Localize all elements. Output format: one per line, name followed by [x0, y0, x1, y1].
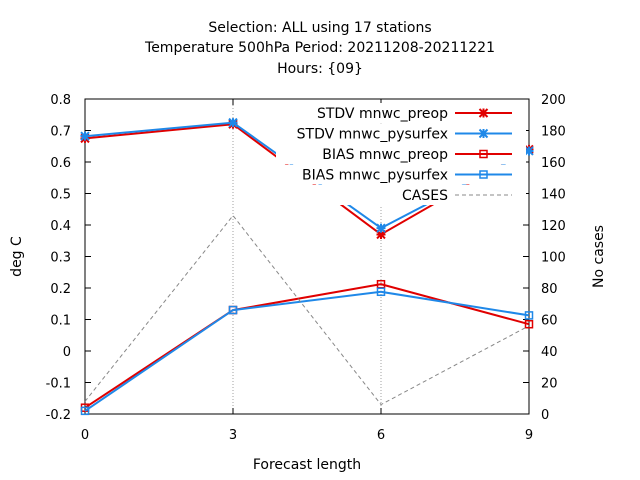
legend-label-4: CASES	[402, 188, 448, 204]
series-line-3	[84, 290, 530, 412]
y2-tick-label-8: 160	[541, 156, 566, 171]
series-1-point-3	[524, 146, 534, 156]
y2-axis-title: No cases	[591, 225, 607, 288]
series-0-point-2	[376, 229, 386, 240]
series-1-point-1	[228, 117, 238, 128]
series-3-point-1	[228, 305, 238, 315]
y2-tick-label-4: 80	[541, 282, 558, 297]
y-tick-label-3: 0.1	[50, 314, 71, 329]
y-tick-label-9: 0.7	[50, 125, 71, 140]
legend-bg-1	[276, 123, 526, 144]
x-tick-label-0: 0	[81, 428, 89, 443]
y-tick-label-6: 0.4	[50, 219, 71, 234]
series-3-point-3	[524, 311, 534, 320]
legend-marker-0	[478, 108, 489, 118]
y2-tick-label-3: 60	[541, 314, 558, 329]
y2-tick-label-2: 40	[541, 345, 558, 360]
legend-label-3: BIAS mnwc_pysurfex	[302, 168, 448, 184]
y2-tick-label-5: 100	[541, 251, 566, 266]
y2-tick-label-1: 20	[541, 377, 558, 392]
y2-tick-label-10: 200	[541, 93, 566, 108]
y-axis-title: deg C	[9, 236, 25, 277]
y2-tick-label-0: 0	[541, 408, 549, 423]
x-axis-title: Forecast length	[253, 457, 361, 473]
series-line-4	[84, 214, 530, 406]
legend-marker-3	[479, 170, 488, 179]
x-tick-label-2: 6	[377, 428, 385, 443]
y-tick-label-7: 0.5	[50, 188, 71, 203]
y2-tick-label-6: 120	[541, 219, 566, 234]
y-tick-label-2: 0	[63, 345, 71, 360]
series-line-2	[84, 283, 530, 409]
legend-label-1: STDV mnwc_pysurfex	[297, 127, 448, 143]
legend-bg-0	[276, 103, 526, 123]
y-tick-label-4: 0.2	[50, 282, 71, 297]
y-tick-label-0: -0.2	[46, 408, 71, 423]
legend-label-0: STDV mnwc_preop	[317, 106, 448, 122]
legend-bg-3	[276, 164, 526, 185]
legend-marker-2	[479, 149, 488, 159]
y-tick-label-5: 0.3	[50, 251, 71, 266]
y2-tick-label-7: 140	[541, 188, 566, 203]
series-3-point-2	[376, 287, 386, 297]
chart-title-line-3: Hours: {09}	[277, 61, 363, 77]
y-tick-label-8: 0.6	[50, 156, 71, 171]
series-2-point-3	[524, 319, 534, 329]
series-3-point-0	[80, 406, 90, 416]
legend-bg-4	[276, 185, 526, 205]
chart-title-line-1: Selection: ALL using 17 stations	[208, 20, 432, 36]
legend-bg-2	[276, 144, 526, 164]
y2-tick-label-9: 180	[541, 125, 566, 140]
series-1-point-2	[376, 223, 386, 233]
y-tick-label-1: -0.1	[46, 377, 71, 392]
x-tick-label-1: 3	[229, 428, 237, 443]
y-tick-label-10: 0.8	[50, 93, 71, 108]
series-1-point-0	[80, 131, 90, 141]
chart-title-line-2: Temperature 500hPa Period: 20211208-2021…	[145, 40, 495, 56]
x-tick-label-3: 9	[525, 428, 533, 443]
legend-label-2: BIAS mnwc_preop	[322, 147, 448, 163]
legend-marker-1	[478, 128, 489, 139]
